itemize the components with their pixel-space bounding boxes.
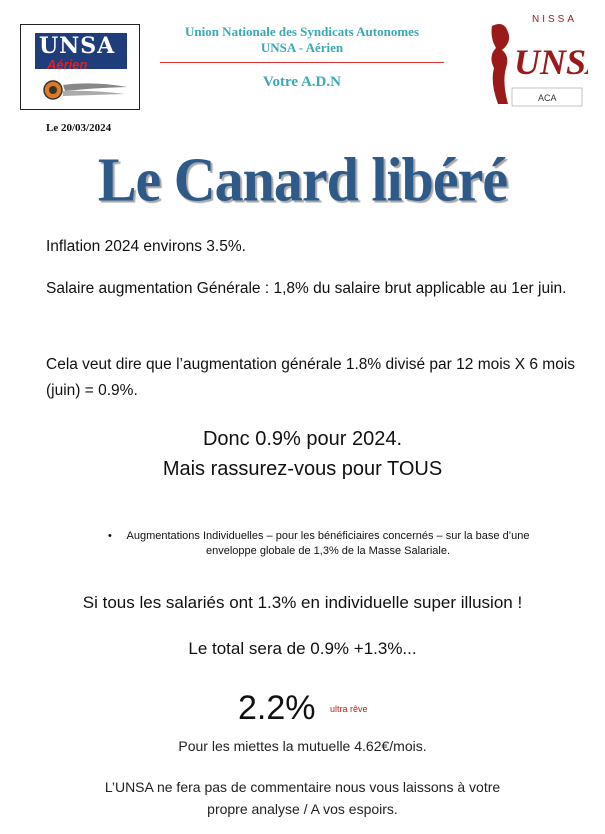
organization-subtitle: UNSA - Aérien — [260, 40, 344, 55]
paragraph-general-raise: Salaire augmentation Générale : 1,8% du … — [46, 280, 567, 297]
unsa-nissa-aca-logo: NISSA UNSA ACA — [491, 14, 588, 107]
bullet-dot-icon: • — [108, 530, 112, 542]
bullet-text: Augmentations Individuelles – pour les b… — [126, 530, 530, 557]
closing-line-1: L’UNSA ne fera pas de commentaire nous v… — [104, 779, 501, 795]
paragraph-calculation: Cela veut dire que l’augmentation généra… — [46, 356, 576, 399]
header-divider — [160, 62, 444, 63]
headline-title: Le Canard libéré — [97, 144, 508, 215]
conclusion-line-2: Mais rassurez-vous pour TOUS — [162, 458, 443, 480]
organization-block: Union Nationale des Syndicats Autonomes … — [160, 24, 444, 56]
total-line: Le total sera de 0.9% +1.3%... — [188, 639, 417, 658]
logo-left-word: UNSA — [39, 33, 116, 59]
document-date: Le 20/03/2024 — [46, 122, 112, 134]
list-item: • Augmentations Individuelles – pour les… — [108, 529, 548, 559]
logo-banner — [35, 33, 127, 69]
result-note: ultra rêve — [330, 704, 368, 714]
result-value: 2.2% — [238, 689, 316, 727]
organization-name: Union Nationale des Syndicats Autonomes — [184, 24, 420, 39]
conclusion-line-1: Donc 0.9% pour 2024. — [202, 428, 403, 450]
bullet-list: • Augmentations Individuelles – pour les… — [108, 529, 548, 559]
closing-line-2: propre analyse / A vos espoirs. — [207, 801, 398, 817]
tagline: Votre A.D.N — [263, 74, 341, 90]
wing-emblem-icon — [43, 80, 127, 100]
illusion-line: Si tous les salariés ont 1.3% en individ… — [82, 593, 523, 612]
paragraph-inflation: Inflation 2024 environs 3.5%. — [46, 238, 246, 255]
unsa-aerien-logo: UNSA Aérien — [20, 24, 140, 110]
mutuelle-line: Pour les miettes la mutuelle 4.62€/mois. — [178, 738, 427, 754]
logo-right-bottom-text: ACA — [538, 93, 557, 103]
logo-right-word: UNSA — [514, 42, 588, 82]
logo-right-top-text: NISSA — [532, 14, 577, 25]
logo-left-sub: Aérien — [47, 57, 88, 72]
